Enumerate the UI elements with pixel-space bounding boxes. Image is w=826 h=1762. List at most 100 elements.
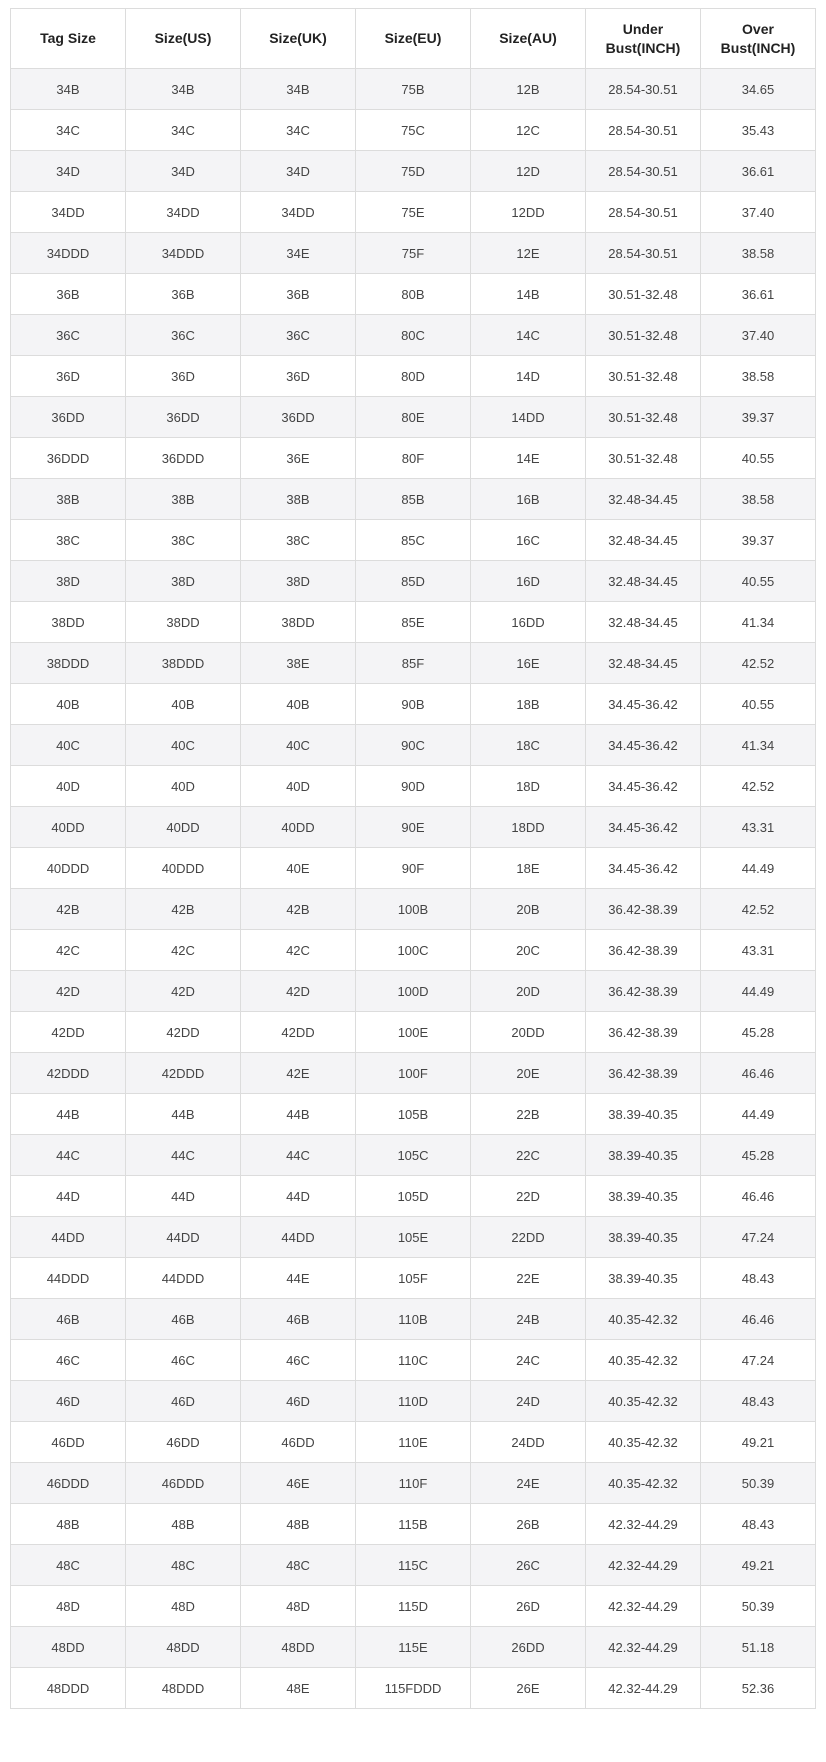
cell-under-bust: 32.48-34.45 bbox=[585, 478, 701, 520]
cell-under-bust: 28.54-30.51 bbox=[585, 232, 701, 274]
cell-tag-size: 46B bbox=[10, 1298, 126, 1340]
cell-under-bust: 40.35-42.32 bbox=[585, 1421, 701, 1463]
cell-under-bust: 38.39-40.35 bbox=[585, 1093, 701, 1135]
cell-size-us: 34DDD bbox=[125, 232, 241, 274]
cell-under-bust: 30.51-32.48 bbox=[585, 396, 701, 438]
cell-size-uk: 40DD bbox=[240, 806, 356, 848]
cell-size-eu: 115E bbox=[355, 1626, 471, 1668]
cell-over-bust: 42.52 bbox=[700, 765, 816, 807]
table-row: 34D 34D 34D 75D 12D 28.54-30.51 36.61 bbox=[10, 150, 816, 192]
cell-size-au: 16C bbox=[470, 519, 586, 561]
cell-tag-size: 42B bbox=[10, 888, 126, 930]
cell-over-bust: 51.18 bbox=[700, 1626, 816, 1668]
cell-under-bust: 34.45-36.42 bbox=[585, 765, 701, 807]
cell-size-uk: 46D bbox=[240, 1380, 356, 1422]
table-row: 44D 44D 44D 105D 22D 38.39-40.35 46.46 bbox=[10, 1175, 816, 1217]
cell-size-eu: 105F bbox=[355, 1257, 471, 1299]
cell-size-us: 36D bbox=[125, 355, 241, 397]
cell-size-uk: 44C bbox=[240, 1134, 356, 1176]
cell-size-us: 38DDD bbox=[125, 642, 241, 684]
cell-tag-size: 42DD bbox=[10, 1011, 126, 1053]
table-row: 42D 42D 42D 100D 20D 36.42-38.39 44.49 bbox=[10, 970, 816, 1012]
cell-size-uk: 48D bbox=[240, 1585, 356, 1627]
cell-size-eu: 100D bbox=[355, 970, 471, 1012]
cell-size-uk: 34B bbox=[240, 68, 356, 110]
cell-tag-size: 48B bbox=[10, 1503, 126, 1545]
cell-size-eu: 100E bbox=[355, 1011, 471, 1053]
cell-size-eu: 80D bbox=[355, 355, 471, 397]
cell-size-uk: 46DD bbox=[240, 1421, 356, 1463]
cell-size-uk: 38C bbox=[240, 519, 356, 561]
table-row: 44B 44B 44B 105B 22B 38.39-40.35 44.49 bbox=[10, 1093, 816, 1135]
cell-over-bust: 41.34 bbox=[700, 724, 816, 766]
cell-size-eu: 85F bbox=[355, 642, 471, 684]
cell-tag-size: 36DDD bbox=[10, 437, 126, 479]
cell-size-us: 36DDD bbox=[125, 437, 241, 479]
cell-size-eu: 105E bbox=[355, 1216, 471, 1258]
table-body: 34B 34B 34B 75B 12B 28.54-30.51 34.65 34C 34C 34C… bbox=[10, 68, 816, 1709]
cell-size-au: 24E bbox=[470, 1462, 586, 1504]
column-header-over-bust: Over Bust(INCH) bbox=[700, 8, 816, 69]
cell-over-bust: 36.61 bbox=[700, 150, 816, 192]
cell-size-uk: 36E bbox=[240, 437, 356, 479]
cell-under-bust: 42.32-44.29 bbox=[585, 1585, 701, 1627]
cell-size-au: 22D bbox=[470, 1175, 586, 1217]
cell-under-bust: 28.54-30.51 bbox=[585, 191, 701, 233]
cell-size-us: 42DD bbox=[125, 1011, 241, 1053]
cell-tag-size: 44C bbox=[10, 1134, 126, 1176]
cell-tag-size: 40C bbox=[10, 724, 126, 766]
table-row: 48C 48C 48C 115C 26C 42.32-44.29 49.21 bbox=[10, 1544, 816, 1586]
cell-size-us: 42C bbox=[125, 929, 241, 971]
cell-tag-size: 34D bbox=[10, 150, 126, 192]
cell-tag-size: 36C bbox=[10, 314, 126, 356]
column-header-under-bust: Under Bust(INCH) bbox=[585, 8, 701, 69]
column-header-size-au: Size(AU) bbox=[470, 8, 586, 69]
cell-size-eu: 115D bbox=[355, 1585, 471, 1627]
cell-tag-size: 36D bbox=[10, 355, 126, 397]
table-row: 36DDD 36DDD 36E 80F 14E 30.51-32.48 40.55 bbox=[10, 437, 816, 479]
cell-size-us: 42D bbox=[125, 970, 241, 1012]
cell-under-bust: 36.42-38.39 bbox=[585, 929, 701, 971]
cell-over-bust: 42.52 bbox=[700, 888, 816, 930]
cell-size-us: 44C bbox=[125, 1134, 241, 1176]
cell-size-eu: 110E bbox=[355, 1421, 471, 1463]
cell-under-bust: 38.39-40.35 bbox=[585, 1134, 701, 1176]
cell-under-bust: 28.54-30.51 bbox=[585, 109, 701, 151]
cell-size-us: 48D bbox=[125, 1585, 241, 1627]
cell-over-bust: 44.49 bbox=[700, 847, 816, 889]
cell-tag-size: 38D bbox=[10, 560, 126, 602]
cell-over-bust: 43.31 bbox=[700, 806, 816, 848]
table-row: 40D 40D 40D 90D 18D 34.45-36.42 42.52 bbox=[10, 765, 816, 807]
cell-size-us: 34D bbox=[125, 150, 241, 192]
cell-size-us: 44DDD bbox=[125, 1257, 241, 1299]
cell-size-eu: 75E bbox=[355, 191, 471, 233]
cell-tag-size: 44DDD bbox=[10, 1257, 126, 1299]
cell-over-bust: 38.58 bbox=[700, 478, 816, 520]
cell-under-bust: 38.39-40.35 bbox=[585, 1216, 701, 1258]
cell-under-bust: 32.48-34.45 bbox=[585, 519, 701, 561]
cell-size-au: 26B bbox=[470, 1503, 586, 1545]
cell-over-bust: 49.21 bbox=[700, 1421, 816, 1463]
cell-tag-size: 46C bbox=[10, 1339, 126, 1381]
cell-tag-size: 38C bbox=[10, 519, 126, 561]
cell-size-uk: 42E bbox=[240, 1052, 356, 1094]
cell-size-eu: 75C bbox=[355, 109, 471, 151]
cell-size-au: 18B bbox=[470, 683, 586, 725]
cell-size-au: 12B bbox=[470, 68, 586, 110]
cell-size-uk: 34D bbox=[240, 150, 356, 192]
cell-size-uk: 40C bbox=[240, 724, 356, 766]
table-row: 38D 38D 38D 85D 16D 32.48-34.45 40.55 bbox=[10, 560, 816, 602]
cell-size-us: 38C bbox=[125, 519, 241, 561]
cell-size-au: 18E bbox=[470, 847, 586, 889]
table-row: 46DDD 46DDD 46E 110F 24E 40.35-42.32 50.39 bbox=[10, 1462, 816, 1504]
table-row: 40DDD 40DDD 40E 90F 18E 34.45-36.42 44.49 bbox=[10, 847, 816, 889]
cell-over-bust: 47.24 bbox=[700, 1339, 816, 1381]
column-header-size-uk: Size(UK) bbox=[240, 8, 356, 69]
size-chart-table: Tag Size Size(US) Size(UK) Size(EU) Size(AU)… bbox=[10, 8, 816, 1709]
cell-tag-size: 40D bbox=[10, 765, 126, 807]
cell-size-uk: 46C bbox=[240, 1339, 356, 1381]
table-row: 42B 42B 42B 100B 20B 36.42-38.39 42.52 bbox=[10, 888, 816, 930]
cell-size-us: 48DD bbox=[125, 1626, 241, 1668]
cell-size-us: 38DD bbox=[125, 601, 241, 643]
cell-size-eu: 100C bbox=[355, 929, 471, 971]
